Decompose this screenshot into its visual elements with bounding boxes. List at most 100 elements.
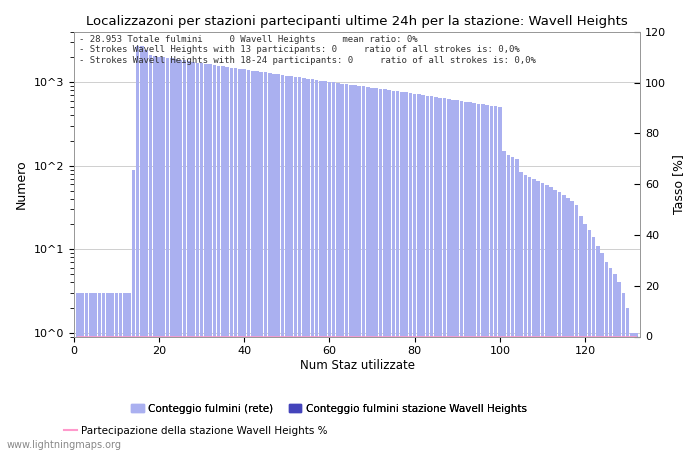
Bar (395, 91, 400, 450)
Bar (97, 293, 102, 450)
Bar (609, 268, 612, 450)
Bar (106, 293, 110, 450)
Bar (166, 58, 169, 450)
Bar (405, 92, 408, 450)
Bar (374, 88, 378, 450)
Bar (545, 185, 549, 450)
Bar (187, 61, 190, 450)
Bar (209, 64, 212, 450)
Bar (123, 293, 127, 450)
Bar (524, 175, 527, 450)
Bar (550, 187, 553, 450)
Bar (370, 88, 374, 450)
Bar (452, 99, 455, 450)
Bar (626, 307, 629, 450)
Bar (264, 72, 267, 450)
Y-axis label: Tasso [%]: Tasso [%] (672, 154, 685, 214)
Bar (456, 100, 459, 450)
Bar (183, 60, 186, 450)
Y-axis label: Numero: Numero (15, 159, 28, 209)
Bar (153, 56, 157, 450)
Bar (111, 293, 114, 450)
Bar (540, 183, 545, 450)
Bar (195, 63, 199, 450)
Bar (592, 237, 596, 450)
Bar (85, 293, 88, 450)
Bar (191, 62, 195, 450)
Bar (489, 106, 493, 450)
Bar (213, 65, 216, 450)
Bar (127, 293, 131, 450)
Bar (503, 152, 506, 450)
Bar (409, 93, 412, 450)
Bar (332, 82, 335, 450)
Bar (554, 190, 557, 450)
Bar (281, 75, 284, 450)
Bar (387, 90, 391, 450)
Bar (293, 77, 297, 450)
Bar (528, 177, 531, 450)
Bar (579, 216, 582, 450)
Bar (136, 45, 139, 450)
Bar (434, 97, 438, 450)
Bar (225, 67, 229, 450)
Bar (596, 246, 600, 450)
Bar (80, 293, 84, 450)
Bar (622, 293, 625, 450)
Bar (302, 78, 306, 450)
Bar (315, 80, 318, 450)
Bar (366, 87, 370, 450)
Bar (464, 102, 468, 450)
Bar (362, 86, 365, 450)
Bar (400, 92, 404, 450)
Bar (89, 293, 92, 450)
Title: Localizzazoni per stazioni partecipanti ultime 24h per la stazione: Wavell Heigh: Localizzazoni per stazioni partecipanti … (86, 15, 628, 28)
Bar (140, 46, 143, 450)
Bar (256, 71, 259, 450)
Bar (170, 58, 174, 450)
Bar (442, 98, 447, 450)
Bar (307, 79, 310, 450)
Bar (311, 79, 314, 450)
Bar (144, 50, 148, 450)
Bar (413, 94, 416, 450)
Bar (507, 154, 510, 450)
Bar (298, 77, 302, 450)
Bar (583, 224, 587, 450)
Bar (230, 68, 233, 450)
Bar (323, 81, 327, 450)
Bar (391, 90, 395, 450)
Bar (340, 84, 344, 450)
Legend: Conteggio fulmini (rete), Conteggio fulmini stazione Wavell Heights: Conteggio fulmini (rete), Conteggio fulm… (127, 400, 531, 418)
Bar (511, 157, 514, 450)
Bar (570, 201, 574, 450)
Bar (485, 105, 489, 450)
Bar (587, 230, 591, 450)
Bar (498, 107, 502, 450)
Bar (221, 67, 225, 450)
Bar (328, 82, 331, 450)
Bar (246, 70, 251, 450)
Bar (260, 72, 263, 450)
Bar (562, 195, 566, 450)
Bar (276, 74, 280, 450)
Bar (417, 94, 421, 450)
Bar (358, 86, 361, 450)
Bar (242, 69, 246, 450)
Bar (285, 76, 288, 450)
Bar (438, 98, 442, 450)
Bar (268, 73, 272, 450)
Bar (174, 59, 178, 450)
Bar (447, 99, 451, 450)
Bar (468, 102, 472, 450)
Bar (217, 66, 220, 450)
Bar (613, 274, 617, 450)
X-axis label: Num Staz utilizzate: Num Staz utilizzate (300, 359, 414, 372)
Bar (630, 333, 634, 450)
Bar (349, 85, 353, 450)
Bar (519, 171, 523, 450)
Bar (379, 89, 382, 450)
Bar (421, 95, 425, 450)
Bar (93, 293, 97, 450)
Bar (132, 170, 135, 450)
